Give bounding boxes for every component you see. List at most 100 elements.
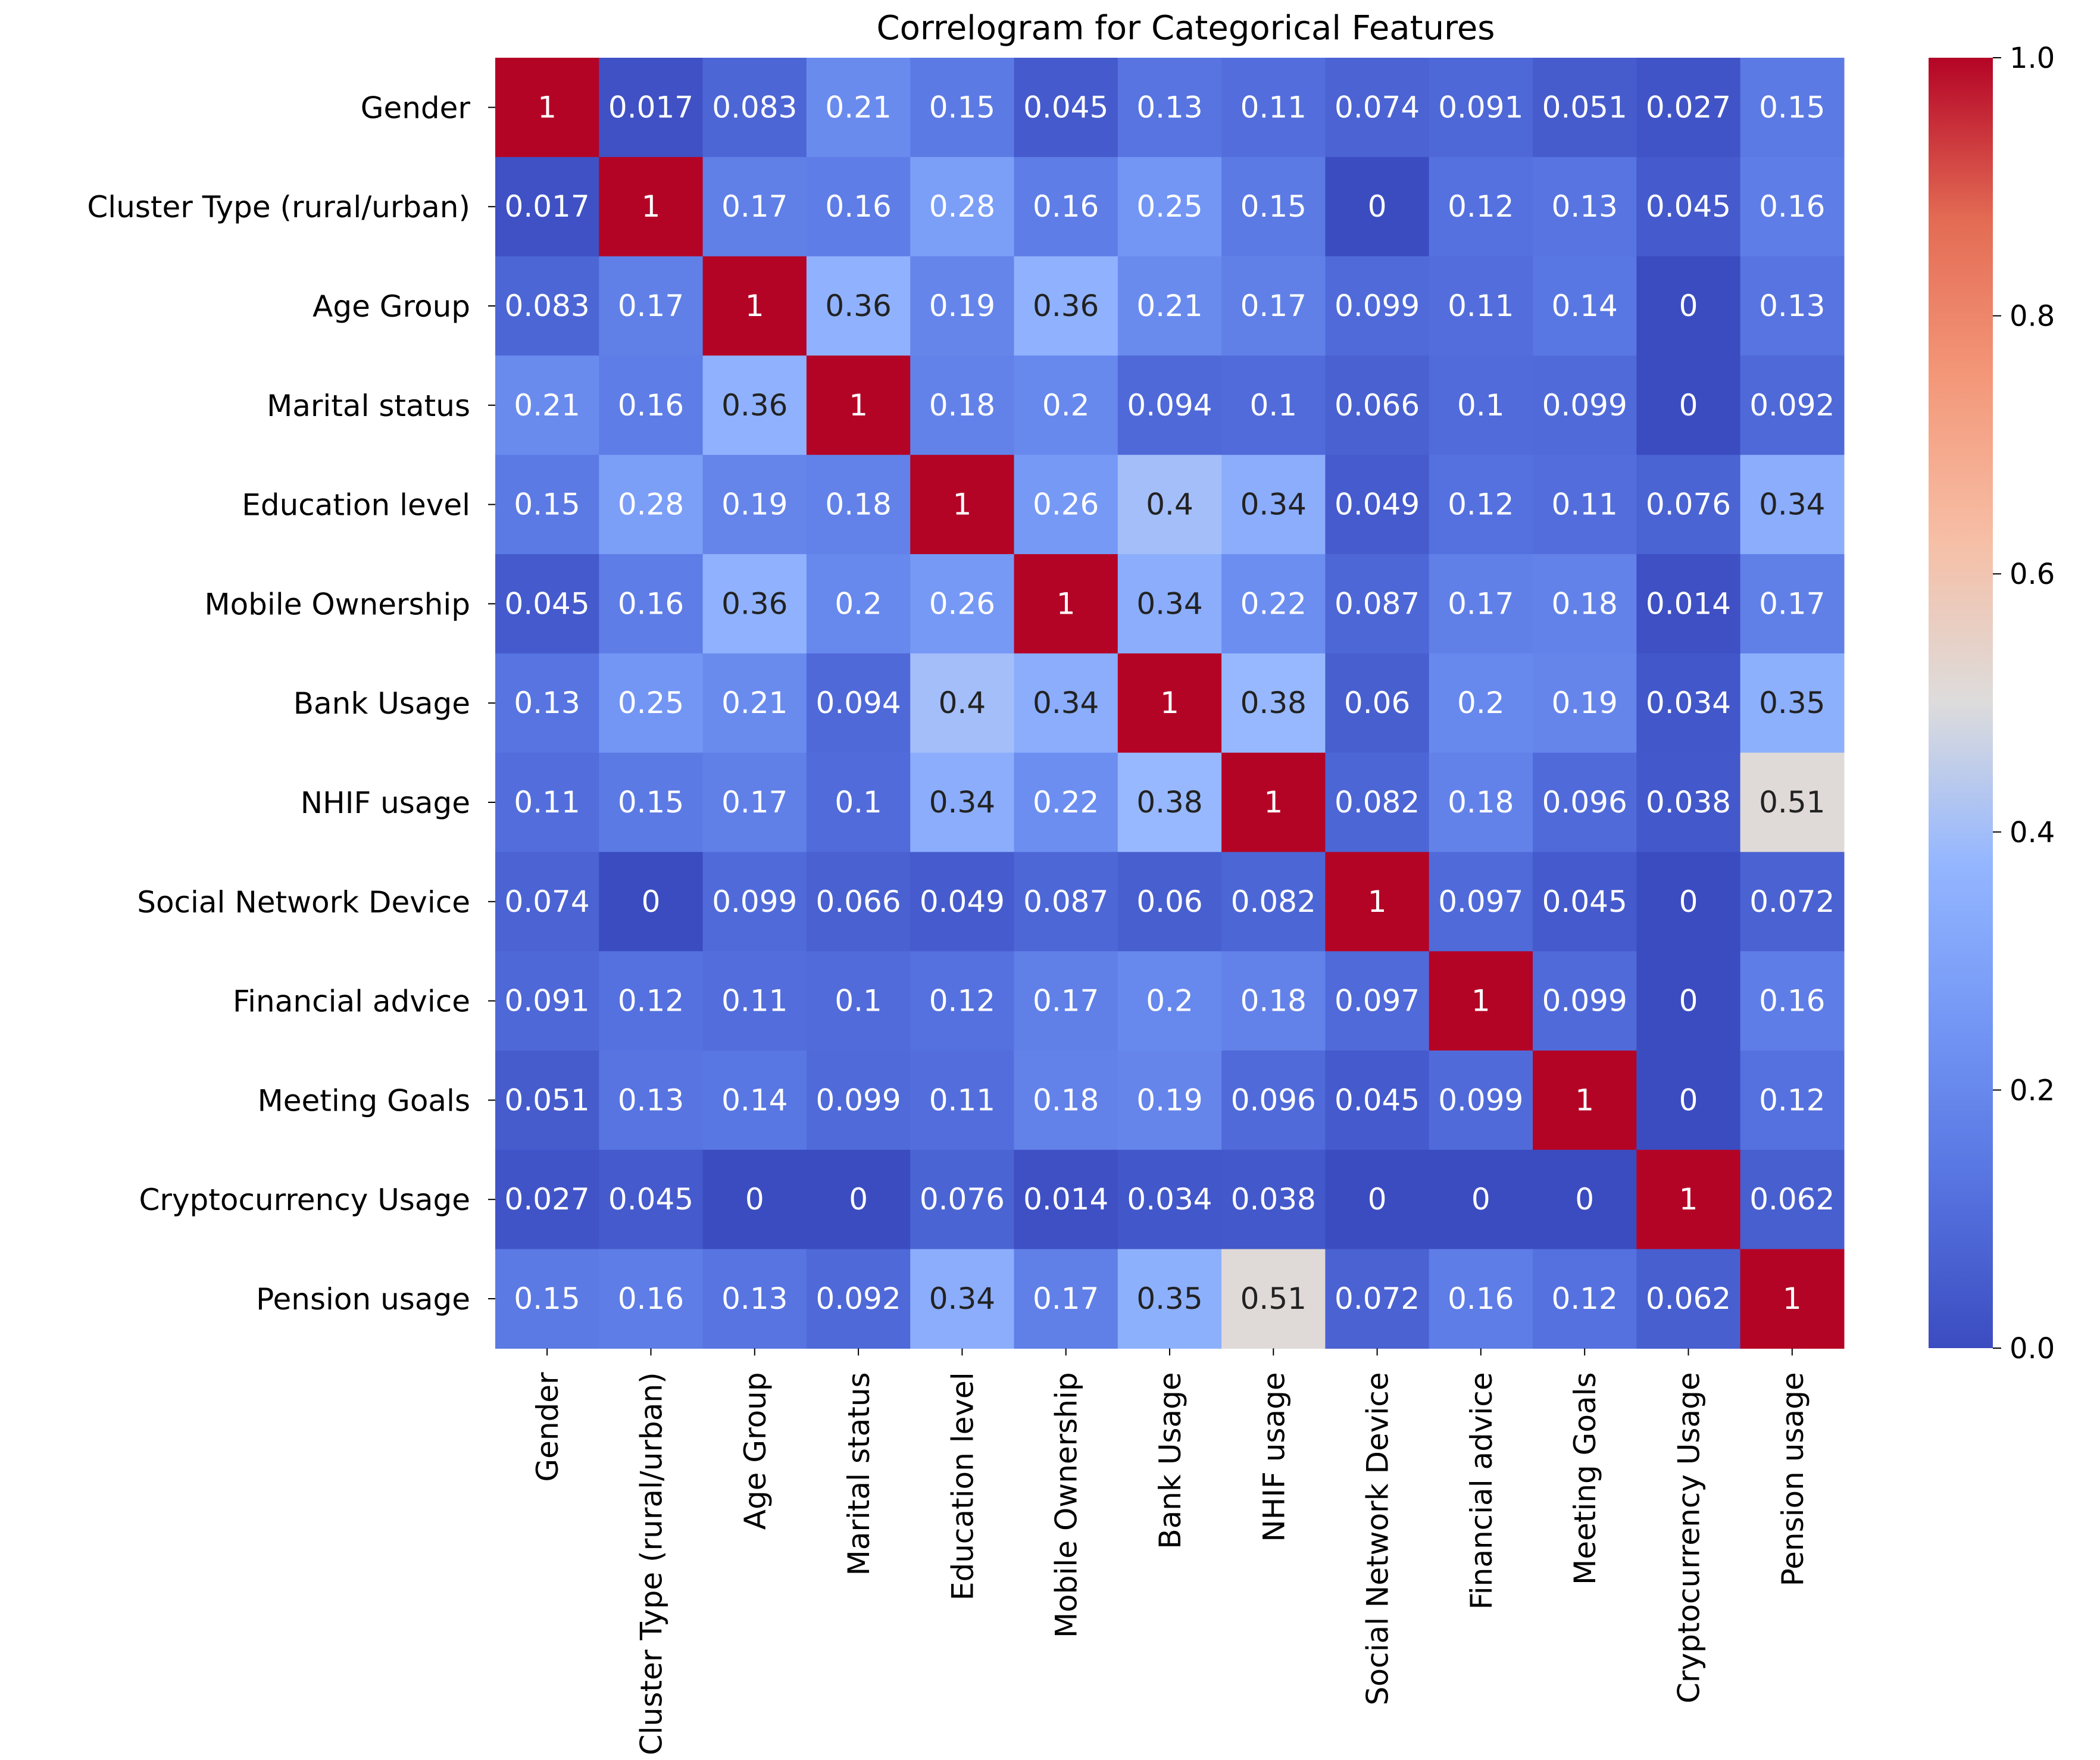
cell-value-label: 0.18 [1033,1083,1099,1117]
cell-value-label: 0.091 [505,984,590,1018]
heatmap-cell [599,355,704,455]
heatmap-cell [1014,951,1118,1051]
cell-value-label: 0.082 [1335,785,1420,820]
heatmap-cell [1740,653,1845,754]
heatmap-cell [806,1249,911,1349]
column-label: Cluster Type (rural/urban) [635,1372,669,1755]
heatmap-cell [1533,355,1637,455]
cell-value-label: 0.092 [816,1281,901,1316]
cell-value-label: 0 [642,884,661,919]
colorbar-gradient [1929,58,1993,1348]
cell-value-label: 0.15 [514,487,580,522]
heatmap-cell [1740,1149,1845,1250]
cell-value-label: 0.13 [1552,189,1618,224]
heatmap-cell [1636,554,1741,654]
cell-value-label: 0.11 [1240,90,1307,124]
cell-value-label: 0.072 [1335,1281,1420,1316]
heatmap-cell [910,852,1015,952]
cell-value-label: 0.16 [618,1281,684,1316]
colorbar-tick-label: 0.0 [2010,1332,2055,1365]
heatmap-cell [1117,256,1222,356]
colorbar-tick-label: 0.4 [2010,816,2055,849]
heatmap-cell [1117,653,1222,754]
heatmap-cell [599,951,704,1051]
heatmap-cell [1117,852,1222,952]
heatmap-cell [702,58,807,158]
heatmap-cell [1221,852,1326,952]
heatmap-cell [1325,256,1430,356]
heatmap-cell [806,1051,911,1151]
cell-value-label: 0.28 [618,487,684,522]
cell-value-label: 0.34 [929,785,995,820]
heatmap-cell [599,455,704,555]
cell-value-label: 0.18 [1240,984,1307,1018]
heatmap-cell [1221,1051,1326,1151]
cell-value-label: 0 [1679,884,1698,919]
column-label: NHIF usage [1257,1372,1291,1542]
cell-value-label: 0.26 [929,586,995,621]
heatmap-cell [1636,355,1741,455]
heatmap-cell [1740,256,1845,356]
cell-value-label: 0.017 [505,189,590,224]
cell-value-label: 0.12 [1552,1281,1618,1316]
heatmap-cell [1117,1249,1222,1349]
heatmap-cell [702,852,807,952]
cell-value-label: 1 [1471,984,1490,1018]
row-labels: Gender Cluster Type (rural/urban) Age Grou… [87,90,495,1317]
cell-value-label: 0.15 [514,1281,580,1316]
heatmap-cell [1429,256,1533,356]
heatmap-cell [702,455,807,555]
column-label: Financial advice [1464,1372,1499,1609]
cell-value-label: 0.066 [1335,388,1420,423]
row-label: Mobile Ownership [204,587,470,621]
column-label: Mobile Ownership [1049,1372,1084,1638]
cell-value-label: 0.074 [1335,90,1420,124]
heatmap-cell [1636,752,1741,852]
heatmap-cell [910,1051,1015,1151]
heatmap-cell [1533,455,1637,555]
cell-value-label: 0.12 [618,984,684,1018]
cell-value-label: 0.18 [1552,586,1618,621]
cell-value-label: 0.12 [1448,487,1514,522]
heatmap-cell [495,752,599,852]
cell-value-label: 0 [1679,388,1698,423]
heatmap-cell [1533,1051,1637,1151]
heatmap-cell [1014,355,1118,455]
column-label: Gender [530,1372,565,1482]
cell-value-label: 0.16 [1448,1281,1514,1316]
heatmap-cell [599,1249,704,1349]
row-label: Bank Usage [293,686,470,721]
heatmap-cell [1533,951,1637,1051]
cell-value-label: 0.014 [1646,586,1731,621]
cell-value-label: 0 [849,1182,868,1217]
cell-value-label: 0.28 [929,189,995,224]
heatmap-cell [1429,554,1533,654]
heatmap-cell [1221,1249,1326,1349]
heatmap-cell [910,1149,1015,1250]
cell-value-label: 0.13 [721,1281,788,1316]
cell-value-label: 0.15 [618,785,684,820]
column-labels: Gender Cluster Type (rural/urban) Age Grou… [530,1348,1810,1755]
cell-value-label: 0.22 [1033,785,1099,820]
heatmap-cell [1533,256,1637,356]
colorbar-tick-label: 0.2 [2010,1074,2055,1107]
cell-value-label: 0.034 [1127,1182,1212,1217]
heatmap-cell [1533,852,1637,952]
heatmap-cell [1636,852,1741,952]
heatmap-cell [1325,951,1430,1051]
cell-value-label: 0.045 [1335,1083,1420,1117]
heatmap-cell [1740,157,1845,257]
cell-value-label: 0.038 [1646,785,1731,820]
cell-value-label: 0.34 [929,1281,995,1316]
heatmap-cell [806,355,911,455]
column-label: Meeting Goals [1568,1372,1602,1584]
heatmap-cell [806,752,911,852]
heatmap-cell [1636,58,1741,158]
cell-value-label: 0.097 [1438,884,1523,919]
heatmap-cell [1117,951,1222,1051]
cell-value-label: 0.11 [929,1083,995,1117]
cell-value-label: 0.076 [1646,487,1731,522]
cell-value-label: 0.4 [939,686,986,720]
heatmap-cell [1117,157,1222,257]
